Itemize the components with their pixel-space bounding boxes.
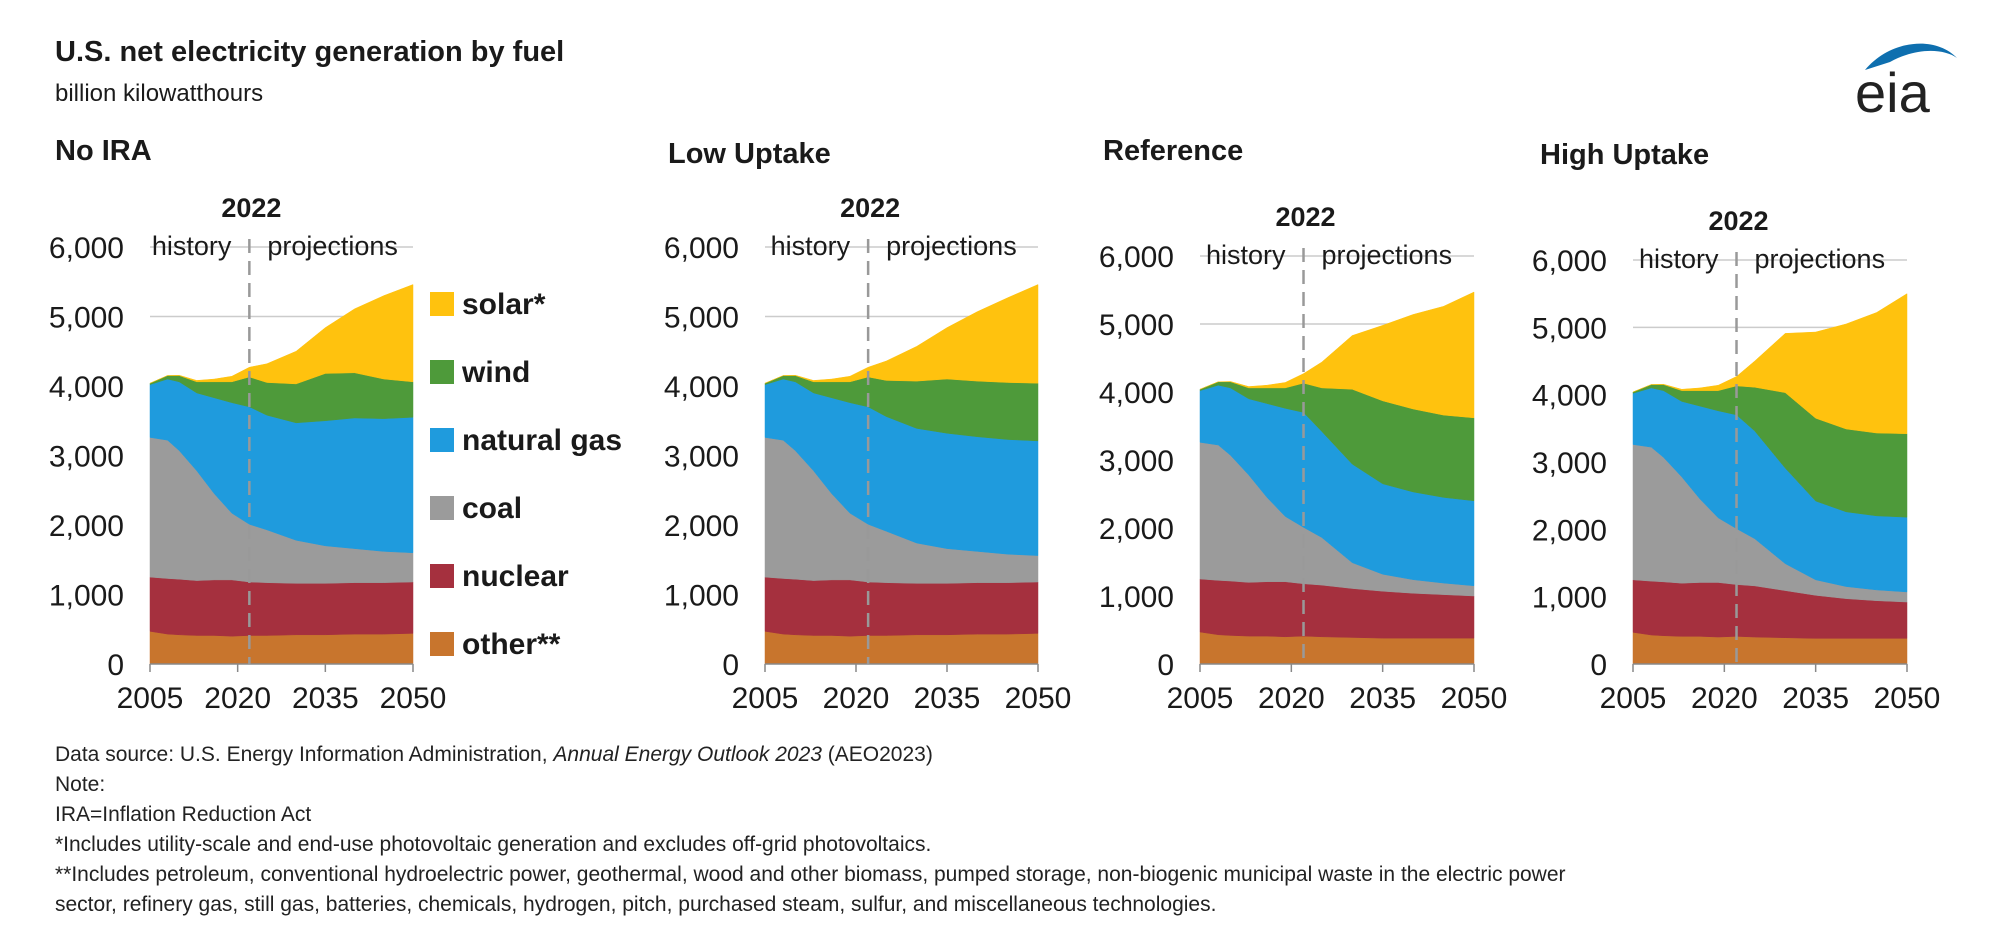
legend-label-natural-gas: natural gas (462, 424, 622, 457)
panel-2-area-other (764, 631, 1039, 665)
panel-3-projections-label: projections (1322, 240, 1453, 270)
panel-3-y-tick-label: 3,000 (1099, 445, 1174, 478)
panel-4-y-tick-label: 5,000 (1532, 312, 1607, 345)
panel-2-title: Low Uptake (668, 138, 831, 170)
panel-1-x-tick-label: 2035 (292, 682, 359, 715)
panel-3-title: Reference (1103, 135, 1243, 167)
panel-3-y-tick-label: 4,000 (1099, 377, 1174, 410)
page-subtitle: billion kilowatthours (55, 80, 264, 107)
panel-4-x-tick-label: 2020 (1691, 682, 1758, 715)
panel-4-x-tick-label: 2050 (1874, 682, 1941, 715)
panel-2-y-tick-label: 1,000 (664, 580, 739, 613)
panel-2-y-tick-label: 0 (722, 649, 739, 682)
panel-2-x-tick-label: 2035 (914, 682, 981, 715)
legend-swatch-nuclear (430, 564, 454, 588)
panel-1-y-tick-label: 4,000 (49, 371, 124, 404)
panel-1-history-label: history (152, 231, 232, 261)
panel-3-area-solar (1199, 291, 1475, 419)
panel-3-y-tick-label: 2,000 (1099, 513, 1174, 546)
legend-swatch-other (430, 632, 454, 656)
panel-3-y-tick-label: 1,000 (1099, 581, 1174, 614)
panel-4-area-solar (1632, 293, 1908, 434)
panel-2-x-tick-label: 2005 (732, 682, 799, 715)
panel-4-divider-year: 2022 (1708, 206, 1768, 236)
legend-label-other: other** (462, 628, 561, 661)
panel-1-y-tick-label: 3,000 (49, 441, 124, 474)
legend-swatch-solar (430, 292, 454, 316)
panel-1-x-tick-label: 2050 (380, 682, 447, 715)
panel-2-x-tick-label: 2050 (1005, 682, 1072, 715)
panel-3-y-tick-label: 6,000 (1099, 241, 1174, 274)
panel-3-x-tick-label: 2020 (1258, 682, 1325, 715)
panel-2-y-tick-label: 3,000 (664, 441, 739, 474)
panel-4-y-tick-label: 4,000 (1532, 380, 1607, 413)
panel-3-y-tick-label: 5,000 (1099, 309, 1174, 342)
legend-label-coal: coal (462, 492, 522, 525)
panel-1-title: No IRA (55, 135, 152, 167)
legend-swatch-natural-gas (430, 428, 454, 452)
legend-label-solar: solar* (462, 288, 546, 321)
panel-3-divider-year: 2022 (1275, 202, 1335, 232)
panel-2-y-tick-label: 2,000 (664, 510, 739, 543)
legend-label-wind: wind (461, 356, 530, 389)
panel-4-title: High Uptake (1540, 139, 1709, 171)
panel-4-x-tick-label: 2035 (1782, 682, 1849, 715)
panel-4-y-tick-label: 1,000 (1532, 582, 1607, 615)
panel-2-divider-year: 2022 (840, 193, 900, 223)
panel-4-x-tick-label: 2005 (1600, 682, 1667, 715)
panel-4-history-label: history (1639, 244, 1719, 274)
eia-logo-icon: eia (1855, 43, 1957, 120)
panel-3-x-tick-label: 2035 (1349, 682, 1416, 715)
panel-3-history-label: history (1206, 240, 1286, 270)
ira-note: IRA=Inflation Reduction Act (55, 803, 312, 826)
panel-1-y-tick-label: 2,000 (49, 510, 124, 543)
panel-2-y-tick-label: 5,000 (664, 302, 739, 335)
panel-1-projections-label: projections (267, 231, 398, 261)
page-title: U.S. net electricity generation by fuel (55, 36, 565, 68)
panel-4-y-tick-label: 2,000 (1532, 514, 1607, 547)
note-label: Note: (55, 773, 106, 796)
panel-1-x-tick-label: 2020 (204, 682, 271, 715)
panel-4-y-tick-label: 0 (1590, 649, 1607, 682)
legend-label-nuclear: nuclear (462, 560, 569, 593)
panel-4-projections-label: projections (1755, 244, 1886, 274)
logo-text: eia (1855, 61, 1931, 120)
panel-2-x-tick-label: 2020 (823, 682, 890, 715)
source-note: Data source: U.S. Energy Information Adm… (55, 743, 933, 766)
panel-3-y-tick-label: 0 (1157, 649, 1174, 682)
panel-1-area-other (149, 631, 414, 665)
panel-2-projections-label: projections (886, 231, 1017, 261)
footnotes: Data source: U.S. Energy Information Adm… (55, 740, 1975, 920)
panel-1-x-tick-label: 2005 (117, 682, 184, 715)
panel-1-area-nuclear (149, 576, 414, 637)
panel-1-divider-year: 2022 (221, 193, 281, 223)
legend-swatch-coal (430, 496, 454, 520)
panel-3-x-tick-label: 2005 (1167, 682, 1234, 715)
panel-1-area-solar (149, 284, 414, 385)
panel-4-y-tick-label: 6,000 (1532, 245, 1607, 278)
panel-1-y-tick-label: 5,000 (49, 302, 124, 335)
panel-2-y-tick-label: 4,000 (664, 371, 739, 404)
solar-footnote: *Includes utility-scale and end-use phot… (55, 833, 932, 856)
panel-1-y-tick-label: 6,000 (49, 232, 124, 265)
panel-1-y-tick-label: 1,000 (49, 580, 124, 613)
panel-3-x-tick-label: 2050 (1441, 682, 1508, 715)
panel-1-y-tick-label: 0 (107, 649, 124, 682)
panel-2-y-tick-label: 6,000 (664, 232, 739, 265)
panel-2-history-label: history (771, 231, 851, 261)
panel-4-y-tick-label: 3,000 (1532, 447, 1607, 480)
panel-2-area-solar (764, 284, 1039, 384)
panel-2-area-nuclear (764, 576, 1039, 637)
legend-swatch-wind (430, 360, 454, 384)
other-footnote-line2: sector, refinery gas, still gas, batteri… (55, 893, 1217, 916)
other-footnote-line1: **Includes petroleum, conventional hydro… (55, 863, 1566, 886)
